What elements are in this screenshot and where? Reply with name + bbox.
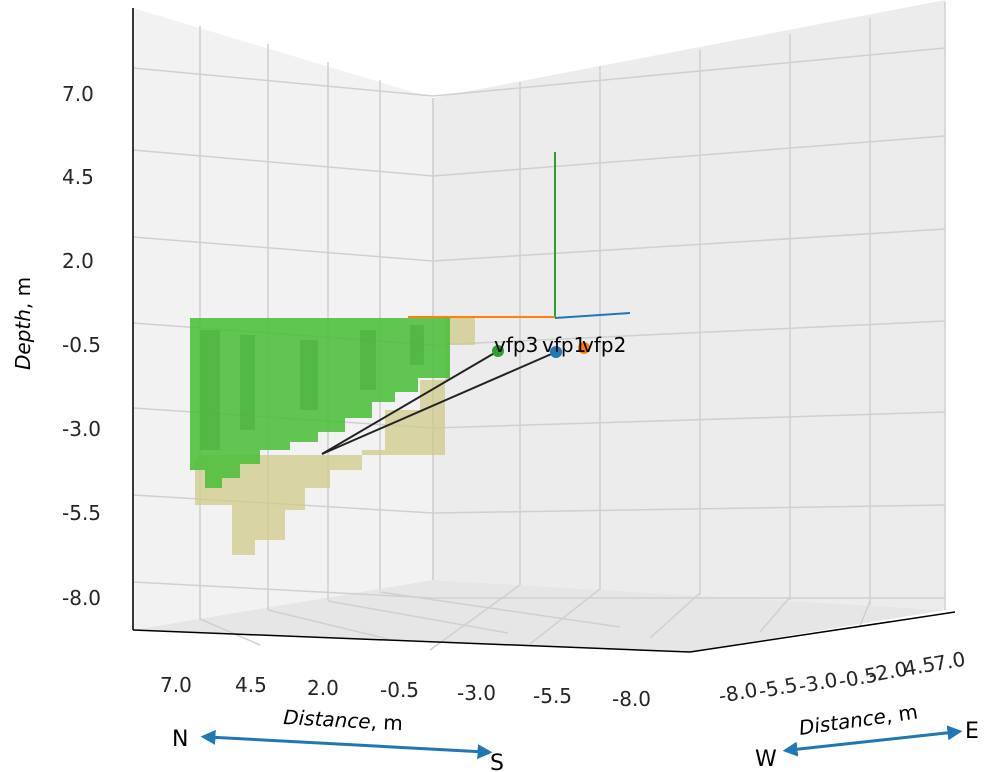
axis-frame (132, 8, 956, 653)
z-tick-label: -3.0 (62, 417, 101, 441)
point-vfp2 (578, 342, 590, 354)
y-tick-label: 4.5 (902, 652, 937, 681)
origin-axes (408, 152, 631, 319)
compass-west-label: W (755, 747, 777, 772)
x-tick-labels: 7.0 4.5 2.0 -0.5 -3.0 -5.5 -8.0 (160, 673, 651, 711)
z-tick-label: -8.0 (62, 586, 101, 610)
floor-pane (133, 580, 945, 652)
side-pane (433, 0, 945, 610)
x-tick-label: 2.0 (307, 676, 339, 700)
x-tick-label: 7.0 (160, 673, 192, 697)
volume-shading (200, 325, 424, 450)
x-tick-label: -5.5 (533, 684, 572, 708)
connection-lines (321, 350, 557, 455)
green-volume (190, 318, 450, 488)
y-axis-label: Distance, m (797, 700, 919, 740)
x-tick-label: -3.0 (457, 681, 496, 705)
y-tick-label: -5.5 (757, 673, 800, 703)
y-tick-labels: -8.0-5.5-3.0-0.5-2.04.57.0 (717, 647, 967, 708)
z-axis-label: Depth, m (11, 277, 35, 370)
point-label-vfp1: vfp1 (542, 333, 586, 357)
x-axis-label: Distance, m (283, 705, 404, 735)
axis-x-line (554, 312, 631, 319)
compass-left: N S (172, 727, 504, 772)
z-tick-label: -0.5 (62, 333, 101, 357)
compass-east-label: E (965, 719, 979, 744)
point-vfp3 (492, 345, 504, 357)
y-tick-label: -3.0 (797, 668, 840, 698)
z-tick-label: 7.0 (62, 82, 94, 106)
z-tick-label: 2.0 (62, 249, 94, 273)
x-tick-label: -8.0 (612, 687, 651, 711)
compass-south-label: S (490, 751, 504, 772)
y-tick-label: 7.0 (932, 647, 967, 676)
point-label-vfp2: vfp2 (582, 333, 626, 357)
x-tick-label: 4.5 (235, 673, 267, 697)
compass-right: W E (755, 719, 979, 772)
z-tick-label: -5.5 (62, 501, 101, 525)
y-tick-label: -8.0 (717, 678, 760, 708)
z-tick-labels: 7.0 4.5 2.0 -0.5 -3.0 -5.5 -8.0 (62, 82, 101, 610)
compass-north-label: N (172, 727, 188, 752)
x-tick-label: -0.5 (380, 678, 419, 702)
point-vfp1 (550, 346, 562, 358)
tan-volume (190, 318, 475, 555)
z-tick-label: 4.5 (62, 165, 94, 189)
point-label-vfp3: vfp3 (494, 333, 538, 357)
